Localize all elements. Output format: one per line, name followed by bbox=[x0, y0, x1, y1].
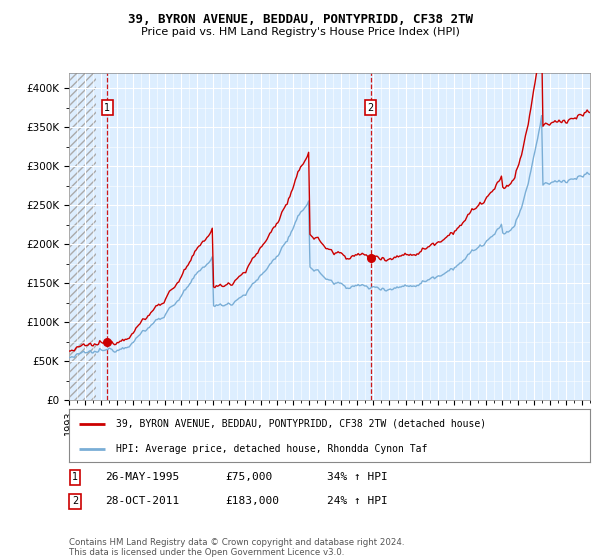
Text: £75,000: £75,000 bbox=[225, 472, 272, 482]
Text: 24% ↑ HPI: 24% ↑ HPI bbox=[327, 496, 388, 506]
Text: 2: 2 bbox=[368, 103, 374, 113]
Text: 28-OCT-2011: 28-OCT-2011 bbox=[105, 496, 179, 506]
Text: HPI: Average price, detached house, Rhondda Cynon Taf: HPI: Average price, detached house, Rhon… bbox=[116, 444, 427, 454]
Text: 26-MAY-1995: 26-MAY-1995 bbox=[105, 472, 179, 482]
Text: 2: 2 bbox=[72, 496, 78, 506]
Text: Contains HM Land Registry data © Crown copyright and database right 2024.
This d: Contains HM Land Registry data © Crown c… bbox=[69, 538, 404, 557]
Text: 39, BYRON AVENUE, BEDDAU, PONTYPRIDD, CF38 2TW (detached house): 39, BYRON AVENUE, BEDDAU, PONTYPRIDD, CF… bbox=[116, 419, 486, 429]
Text: 1: 1 bbox=[72, 472, 78, 482]
Text: £183,000: £183,000 bbox=[225, 496, 279, 506]
Text: 1: 1 bbox=[104, 103, 110, 113]
Text: 34% ↑ HPI: 34% ↑ HPI bbox=[327, 472, 388, 482]
Text: 39, BYRON AVENUE, BEDDAU, PONTYPRIDD, CF38 2TW: 39, BYRON AVENUE, BEDDAU, PONTYPRIDD, CF… bbox=[128, 13, 473, 26]
Text: Price paid vs. HM Land Registry's House Price Index (HPI): Price paid vs. HM Land Registry's House … bbox=[140, 27, 460, 38]
